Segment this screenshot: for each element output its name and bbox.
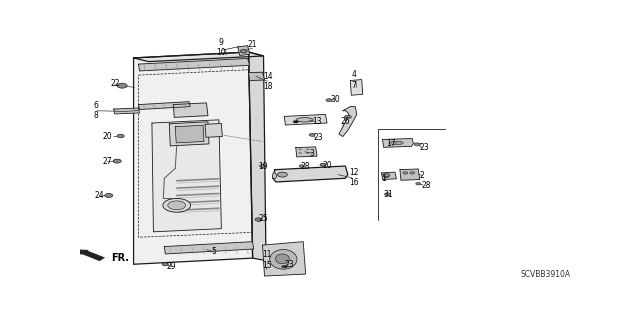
Text: 5: 5 <box>211 248 216 256</box>
Circle shape <box>163 198 191 212</box>
Ellipse shape <box>390 141 403 145</box>
Circle shape <box>403 172 408 174</box>
Text: 28: 28 <box>301 162 310 171</box>
Circle shape <box>309 133 315 136</box>
Polygon shape <box>237 46 250 56</box>
Text: 3: 3 <box>309 149 314 158</box>
Circle shape <box>416 182 420 185</box>
Polygon shape <box>296 147 317 157</box>
Polygon shape <box>381 172 396 180</box>
Ellipse shape <box>269 249 297 269</box>
Text: 14
18: 14 18 <box>264 71 273 91</box>
Text: 1: 1 <box>381 174 387 183</box>
Polygon shape <box>164 242 253 254</box>
Polygon shape <box>339 107 356 137</box>
Text: SCVBB3910A: SCVBB3910A <box>521 271 571 279</box>
Circle shape <box>292 120 299 123</box>
Text: 24: 24 <box>95 191 104 200</box>
Polygon shape <box>383 138 413 147</box>
Polygon shape <box>173 103 208 117</box>
Polygon shape <box>284 115 327 125</box>
Circle shape <box>383 174 390 177</box>
Polygon shape <box>138 58 250 71</box>
Text: 12
16: 12 16 <box>349 168 359 188</box>
Circle shape <box>326 99 332 102</box>
Text: 25: 25 <box>259 214 268 223</box>
Polygon shape <box>205 123 222 137</box>
Text: 23: 23 <box>313 133 323 142</box>
Circle shape <box>320 163 326 166</box>
Text: 27: 27 <box>102 157 112 166</box>
Text: 13: 13 <box>312 117 322 126</box>
Polygon shape <box>114 108 140 114</box>
Circle shape <box>105 194 113 197</box>
Text: 6
8: 6 8 <box>94 101 99 121</box>
Ellipse shape <box>296 118 314 122</box>
Circle shape <box>260 165 266 167</box>
Circle shape <box>306 148 310 150</box>
FancyArrow shape <box>77 249 105 261</box>
Text: 19: 19 <box>259 161 268 171</box>
Polygon shape <box>262 242 306 276</box>
Text: 23: 23 <box>420 143 429 152</box>
Ellipse shape <box>273 173 276 179</box>
Circle shape <box>298 148 302 150</box>
Circle shape <box>344 115 351 119</box>
Polygon shape <box>134 52 264 62</box>
Circle shape <box>414 143 420 146</box>
Polygon shape <box>138 102 190 109</box>
Polygon shape <box>249 72 264 80</box>
Text: 20: 20 <box>102 132 112 141</box>
Circle shape <box>277 172 287 177</box>
Text: 2: 2 <box>420 171 424 180</box>
Polygon shape <box>400 169 420 180</box>
Circle shape <box>163 263 168 266</box>
Text: 26: 26 <box>340 117 350 126</box>
Circle shape <box>388 142 392 144</box>
Polygon shape <box>350 79 363 95</box>
Circle shape <box>394 142 398 144</box>
Circle shape <box>385 176 388 178</box>
Polygon shape <box>273 166 348 182</box>
Text: 20: 20 <box>322 160 332 169</box>
Circle shape <box>400 142 404 144</box>
Circle shape <box>282 265 287 268</box>
Polygon shape <box>169 122 209 146</box>
Text: 31: 31 <box>383 190 393 199</box>
Polygon shape <box>249 52 266 261</box>
Text: 23: 23 <box>284 260 294 269</box>
Circle shape <box>298 152 302 154</box>
Circle shape <box>117 83 127 88</box>
Text: 28: 28 <box>421 181 431 190</box>
Text: FR.: FR. <box>111 253 129 263</box>
Circle shape <box>306 152 310 154</box>
Text: 11
15: 11 15 <box>262 250 272 270</box>
Text: 17: 17 <box>387 139 396 148</box>
Text: 30: 30 <box>330 95 340 104</box>
Circle shape <box>385 193 390 196</box>
Circle shape <box>410 172 415 174</box>
Circle shape <box>113 159 121 163</box>
Ellipse shape <box>275 254 289 264</box>
Text: 4
7: 4 7 <box>352 70 356 90</box>
Circle shape <box>255 218 262 221</box>
Circle shape <box>300 165 304 167</box>
Text: 9
10: 9 10 <box>216 38 226 57</box>
Text: 22: 22 <box>111 79 120 88</box>
Polygon shape <box>152 120 221 232</box>
Circle shape <box>240 49 247 53</box>
Text: 21: 21 <box>248 40 257 49</box>
Text: 29: 29 <box>167 262 177 271</box>
Polygon shape <box>175 125 204 143</box>
Polygon shape <box>134 52 253 264</box>
Circle shape <box>168 201 186 210</box>
Circle shape <box>117 134 124 138</box>
